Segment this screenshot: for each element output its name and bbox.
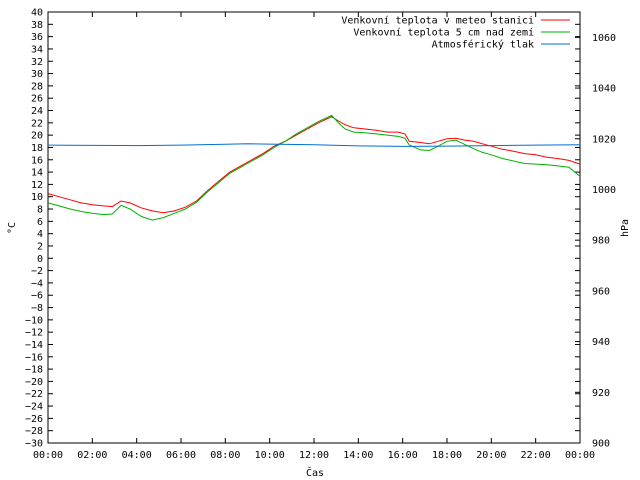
y-tick-label: 32 xyxy=(31,57,43,68)
y-tick-label: 16 xyxy=(31,155,43,166)
x-tick-label: 10:00 xyxy=(255,450,285,461)
y2-tick-label: 1000 xyxy=(592,185,616,196)
y-tick-label: −16 xyxy=(25,352,43,363)
y-tick-label: −24 xyxy=(25,402,43,413)
x-tick-label: 02:00 xyxy=(77,450,107,461)
y-tick-label: −10 xyxy=(25,315,43,326)
series-layer xyxy=(47,114,581,221)
y-tick-label: 0 xyxy=(37,254,43,265)
legend-label-1: Venkovní teplota v meteo stanici xyxy=(341,15,534,27)
y-tick-label: −22 xyxy=(25,389,43,400)
y-tick-label: 18 xyxy=(31,143,43,154)
x-axis-label: Čas xyxy=(306,466,324,479)
y2-tick-label: 1040 xyxy=(592,84,616,95)
x-tick-label: 12:00 xyxy=(299,450,329,461)
y-tick-label: 34 xyxy=(31,44,43,55)
series-line-3 xyxy=(47,143,581,147)
y-tick-label: −26 xyxy=(25,414,43,425)
y-tick-label: 40 xyxy=(31,8,43,19)
x-tick-label: 14:00 xyxy=(343,450,373,461)
series-line-1 xyxy=(47,116,581,214)
legend-label-3: Atmosférický tlak xyxy=(432,39,534,51)
y-tick-label: −14 xyxy=(25,340,43,351)
y-tick-label: 10 xyxy=(31,192,43,203)
x-tick-label: 00:00 xyxy=(33,450,63,461)
y-tick-label: 30 xyxy=(31,69,43,80)
y-tick-label: 38 xyxy=(31,20,43,31)
y-tick-label: 8 xyxy=(37,205,43,216)
y-tick-label: 14 xyxy=(31,168,43,179)
x-tick-label: 08:00 xyxy=(210,450,240,461)
axes-layer: −30−28−26−24−22−20−18−16−14−12−10−8−6−4−… xyxy=(25,8,616,462)
y-tick-label: 20 xyxy=(31,131,43,142)
y2-tick-label: 940 xyxy=(592,337,610,348)
y2-axis-label: hPa xyxy=(620,219,631,237)
y2-tick-label: 920 xyxy=(592,388,610,399)
y-tick-label: −18 xyxy=(25,365,43,376)
y-tick-label: 28 xyxy=(31,81,43,92)
y2-tick-label: 900 xyxy=(592,439,610,450)
x-tick-label: 18:00 xyxy=(432,450,462,461)
y-tick-label: 36 xyxy=(31,32,43,43)
y-tick-label: 22 xyxy=(31,118,43,129)
y2-tick-label: 980 xyxy=(592,236,610,247)
y-tick-label: 12 xyxy=(31,180,43,191)
y-axis-label: °C xyxy=(7,222,18,234)
y2-tick-label: 960 xyxy=(592,286,610,297)
legend: Venkovní teplota v meteo staniciVenkovní… xyxy=(341,15,570,51)
y-tick-label: −6 xyxy=(31,291,43,302)
y-tick-label: 24 xyxy=(31,106,43,117)
x-tick-label: 06:00 xyxy=(166,450,196,461)
y2-tick-label: 1020 xyxy=(592,134,616,145)
x-tick-label: 22:00 xyxy=(521,450,551,461)
y-tick-label: 26 xyxy=(31,94,43,105)
y-tick-label: −30 xyxy=(25,439,43,450)
x-tick-label: 00:00 xyxy=(565,450,595,461)
x-tick-label: 20:00 xyxy=(476,450,506,461)
y-tick-label: −4 xyxy=(31,278,43,289)
y-tick-label: −12 xyxy=(25,328,43,339)
x-tick-label: 04:00 xyxy=(122,450,152,461)
y-tick-label: −8 xyxy=(31,303,43,314)
y-tick-label: 2 xyxy=(37,241,43,252)
series-line-2 xyxy=(47,114,581,221)
y-tick-label: −2 xyxy=(31,266,43,277)
plot-border xyxy=(47,11,581,444)
legend-label-2: Venkovní teplota 5 cm nad zemí xyxy=(353,27,534,39)
y-tick-label: 6 xyxy=(37,217,43,228)
y-tick-label: −28 xyxy=(25,426,43,437)
y-tick-label: −20 xyxy=(25,377,43,388)
x-tick-label: 16:00 xyxy=(388,450,418,461)
y-tick-label: 4 xyxy=(37,229,43,240)
y2-tick-label: 1060 xyxy=(592,33,616,44)
